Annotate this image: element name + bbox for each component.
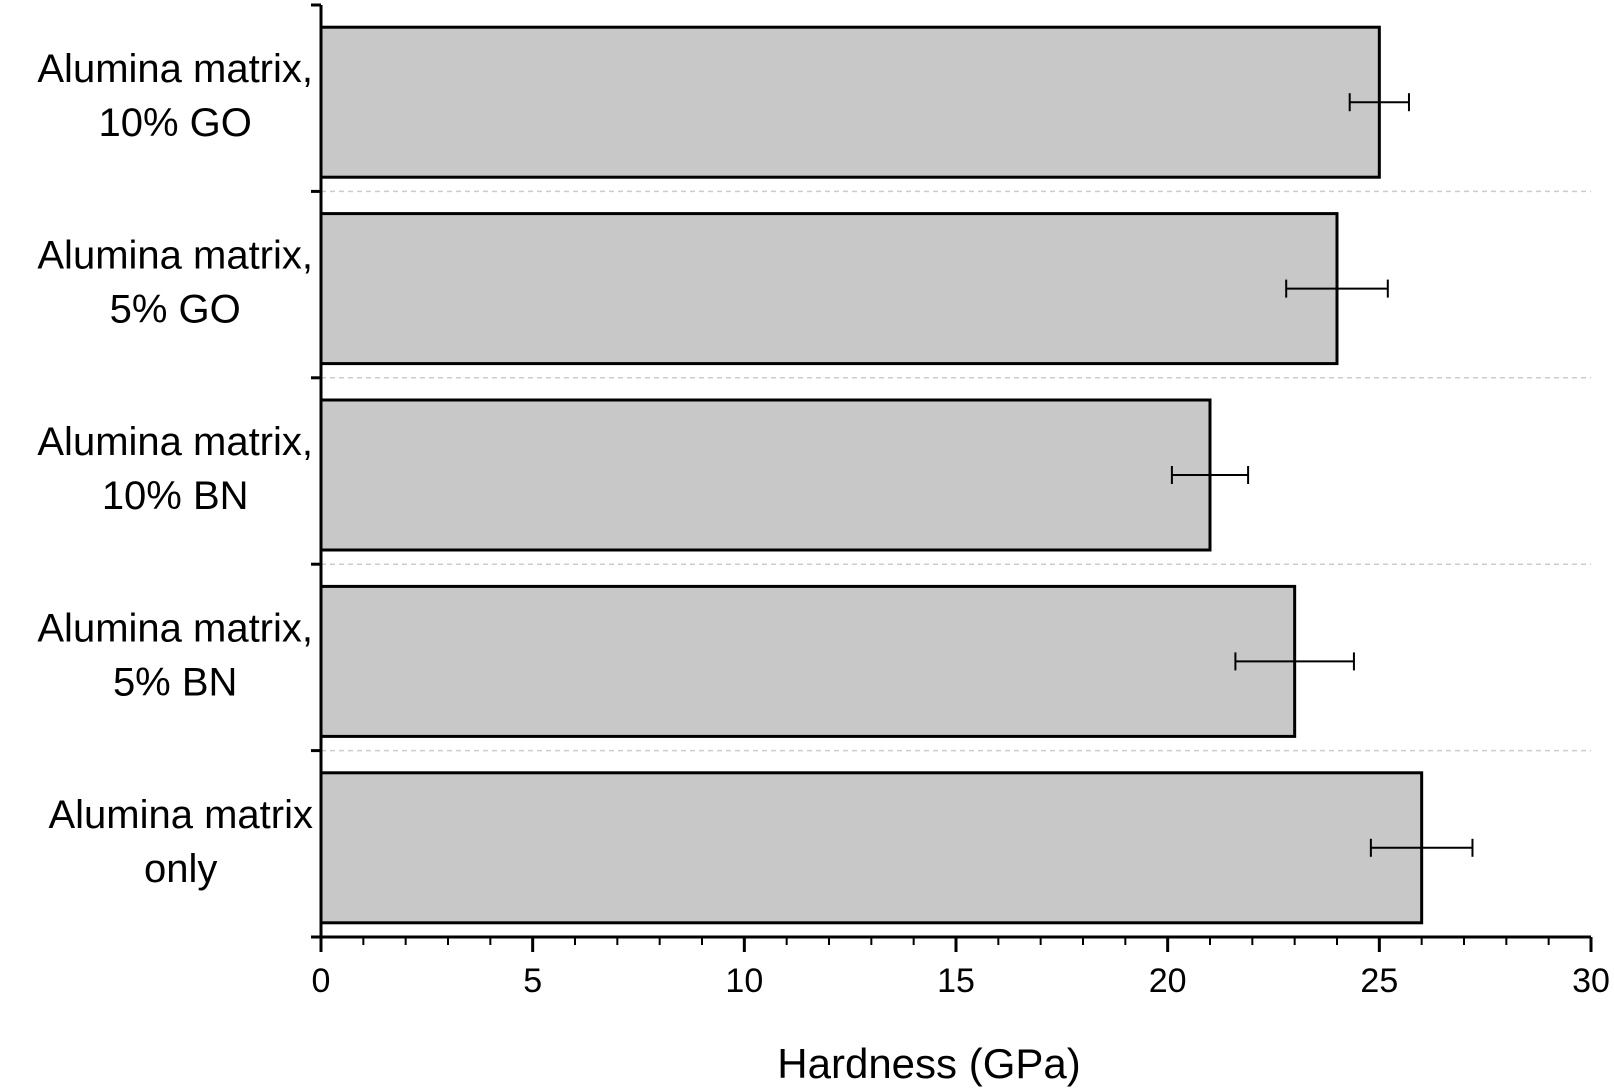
category-label: Alumina matrix, 5% BN — [37, 606, 313, 704]
x-tick-label: 20 — [1149, 962, 1187, 1000]
bar — [319, 25, 1381, 179]
x-tick-label: 10 — [725, 962, 763, 1000]
category-label-line: 10% BN — [102, 474, 249, 518]
bars — [319, 25, 1474, 925]
category-label-line: 5% GO — [110, 288, 241, 332]
x-tick-label: 25 — [1360, 962, 1398, 1000]
bar — [319, 212, 1339, 366]
x-tick-label: 30 — [1572, 962, 1610, 1000]
category-label-line: Alumina matrix, — [37, 420, 313, 464]
category-label: Alumina matrix, 10% BN — [37, 420, 313, 518]
bar — [319, 584, 1297, 738]
category-label-line: 10% GO — [98, 101, 251, 145]
bar — [319, 771, 1424, 925]
x-tick-label: 15 — [937, 962, 975, 1000]
axes: 0 5 10 15 20 25 30 — [311, 3, 1610, 1000]
x-tick-label: 5 — [523, 962, 542, 1000]
category-label-line: only — [144, 847, 217, 891]
category-label-line: Alumina matrix — [48, 793, 313, 837]
category-labels: Alumina matrix, 10% GO Alumina matrix, 5% G… — [37, 47, 313, 891]
category-label: Alumina matrix, 5% GO — [37, 234, 313, 332]
bar — [319, 398, 1212, 552]
grid-lines — [321, 190, 1591, 752]
category-label-line: Alumina matrix, — [37, 606, 313, 650]
x-tick-label: 0 — [312, 962, 331, 1000]
category-label: Alumina matrix, 10% GO — [37, 47, 313, 145]
x-axis-title: Hardness (GPa) — [777, 1040, 1080, 1087]
category-label-line: Alumina matrix, — [37, 47, 313, 91]
category-label: Alumina matrix only — [48, 793, 313, 891]
category-label-line: Alumina matrix, — [37, 234, 313, 278]
category-label-line: 5% BN — [113, 660, 238, 704]
